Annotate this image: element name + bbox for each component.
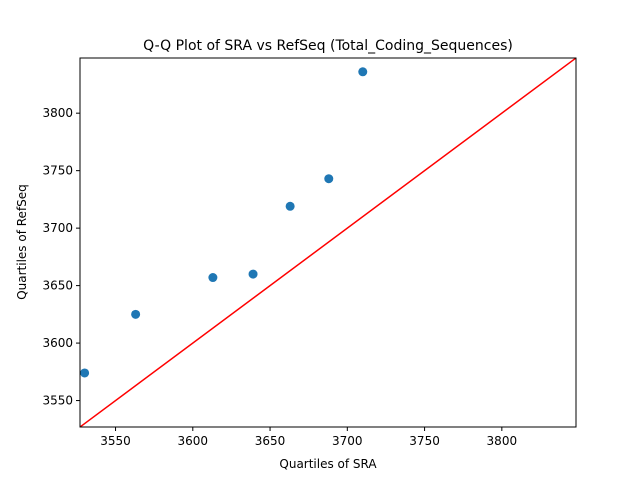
data-point-3	[208, 273, 218, 283]
y-tick-label-3800: 3800	[42, 106, 73, 120]
plot-area	[80, 58, 576, 427]
reference-line	[80, 58, 576, 427]
x-tick-label-3750: 3750	[409, 434, 440, 448]
y-tick-label-3650: 3650	[42, 279, 73, 293]
x-axis-label: Quartiles of SRA	[279, 457, 377, 471]
x-tick-label-3700: 3700	[332, 434, 363, 448]
data-point-7	[358, 67, 368, 77]
x-axis: 3550 3600 3650 3700 3750 3800	[100, 427, 517, 448]
data-point-5	[285, 201, 295, 211]
y-tick-label-3750: 3750	[42, 164, 73, 178]
y-tick-label-3550: 3550	[42, 394, 73, 408]
chart-title: Q-Q Plot of SRA vs RefSeq (Total_Coding_…	[143, 38, 513, 54]
y-tick-label-3700: 3700	[42, 221, 73, 235]
data-point-1	[80, 368, 90, 378]
x-tick-label-3600: 3600	[178, 434, 209, 448]
x-tick-label-3800: 3800	[487, 434, 518, 448]
y-axis: 3550 3600 3650 3700 3750 3800	[42, 106, 80, 408]
y-axis-label: Quartiles of RefSeq	[15, 184, 29, 300]
x-tick-label-3650: 3650	[255, 434, 286, 448]
x-tick-label-3550: 3550	[100, 434, 131, 448]
y-tick-label-3600: 3600	[42, 336, 73, 350]
plot-frame	[79, 57, 577, 428]
data-point-4	[248, 269, 258, 279]
data-point-6	[324, 174, 334, 184]
data-point-2	[131, 309, 141, 319]
